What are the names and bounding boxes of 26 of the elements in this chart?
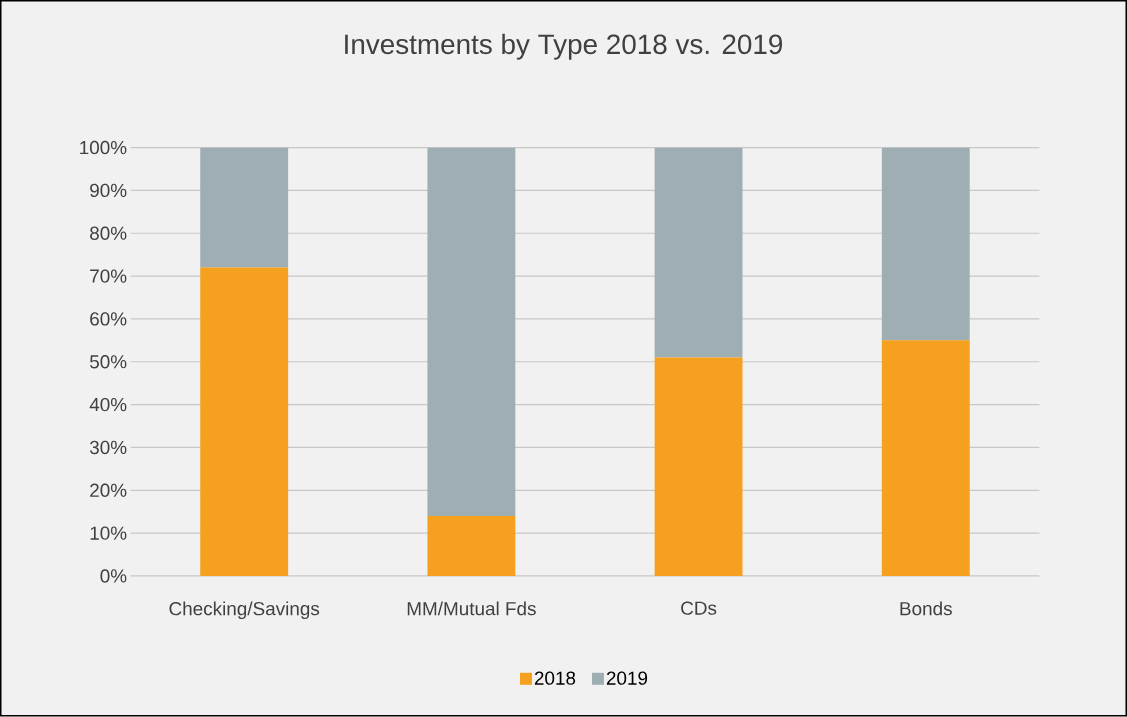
x-tick-label: Checking/Savings xyxy=(169,601,320,620)
x-tick-label: CDs xyxy=(681,601,717,616)
bar xyxy=(881,147,970,341)
y-tick-label: 80% xyxy=(90,226,127,241)
bar xyxy=(654,357,743,577)
y-tick-label: 50% xyxy=(89,355,127,369)
chart-title: Investments by Type 2018 vs. 2019 xyxy=(345,33,783,60)
y-tick-label: 90% xyxy=(90,183,127,198)
y-tick-label: 60% xyxy=(90,312,127,326)
y-tick-label: 0% xyxy=(100,569,127,583)
y-tick-label: 20% xyxy=(90,483,127,498)
legend-label: 2018 xyxy=(534,671,576,686)
legend-label: 2019 xyxy=(606,671,648,686)
bar xyxy=(427,516,516,577)
bar xyxy=(200,147,289,268)
y-tick-label: 10% xyxy=(90,526,127,541)
x-tick-label: MM/Mutual Fds xyxy=(407,601,536,616)
bar xyxy=(654,147,743,358)
y-tick-label: 40% xyxy=(89,398,127,412)
y-tick-label: 70% xyxy=(90,269,127,283)
bar xyxy=(881,340,970,577)
y-tick-label: 30% xyxy=(89,440,127,455)
x-tick-label: Bonds xyxy=(900,601,952,616)
bar xyxy=(200,267,289,577)
bar xyxy=(427,147,516,517)
y-tick-label: 100% xyxy=(80,141,127,155)
